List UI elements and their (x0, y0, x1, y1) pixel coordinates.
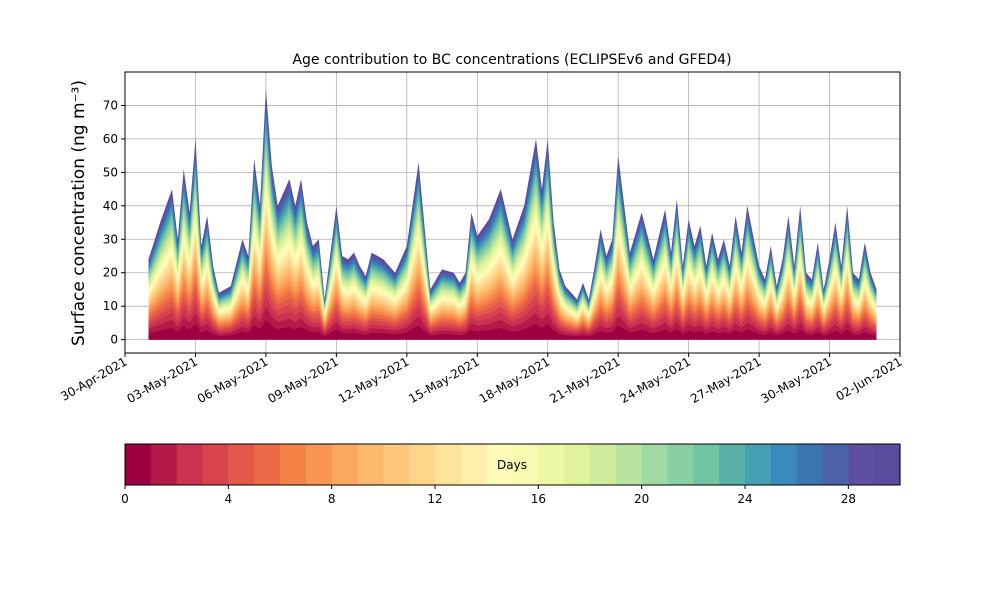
colorbar-tick-label: 20 (634, 492, 649, 506)
x-tick-label: 03-May-2021 (124, 354, 199, 406)
x-tick-label: 30-May-2021 (759, 354, 834, 406)
x-tick-label: 18-May-2021 (477, 354, 552, 406)
colorbar-cell (796, 444, 824, 485)
plot-frame (124, 71, 901, 354)
colorbar-cell (538, 444, 565, 485)
x-tick-label: 24-May-2021 (618, 354, 693, 406)
y-tick-label: 0 (110, 333, 118, 347)
colorbar-cell (228, 444, 255, 485)
colorbar-cell (745, 444, 772, 485)
colorbar-cell (564, 444, 591, 485)
colorbar-cell (280, 444, 307, 485)
colorbar-ticks: 0 4 8 12 16 20 24 28 (121, 485, 856, 506)
y-tick-label: 70 (103, 98, 118, 112)
colorbar-cell (719, 444, 746, 485)
colorbar-cell (486, 444, 514, 485)
colorbar-cell (615, 444, 643, 485)
x-tick-label: 09-May-2021 (265, 354, 340, 406)
colorbar-cell (435, 444, 462, 485)
y-tick-label: 50 (103, 165, 118, 179)
colorbar-cell (848, 444, 875, 485)
colorbar-cell (305, 444, 333, 485)
x-axis-ticks: 30-Apr-202103-May-202106-May-202109-May-… (58, 353, 905, 406)
x-tick-label: 12-May-2021 (336, 354, 411, 406)
y-tick-label: 30 (103, 232, 118, 246)
stacked-age-areas (148, 88, 877, 340)
colorbar-label: Days (497, 458, 527, 472)
colorbar-cell (770, 444, 798, 485)
colorbar-tick-label: 28 (841, 492, 856, 506)
colorbar-cells (125, 444, 901, 485)
colorbar-tick-label: 24 (737, 492, 752, 506)
x-tick-label: 27-May-2021 (688, 354, 763, 406)
colorbar-cell (512, 444, 539, 485)
colorbar-cell (357, 444, 384, 485)
colorbar-cell (331, 444, 359, 485)
y-axis-ticks: 0 10 20 30 40 50 60 70 (103, 98, 125, 347)
y-tick-label: 60 (103, 132, 118, 146)
colorbar-cell (383, 444, 410, 485)
colorbar-cell (641, 444, 669, 485)
colorbar-cell (460, 444, 488, 485)
colorbar: Days 0 4 8 12 16 20 24 28 (121, 443, 901, 506)
x-tick-label: 06-May-2021 (195, 354, 270, 406)
colorbar-tick-label: 8 (328, 492, 336, 506)
colorbar-tick-label: 12 (427, 492, 442, 506)
colorbar-tick-label: 16 (531, 492, 546, 506)
chart-title: Age contribution to BC concentrations (E… (292, 52, 731, 68)
colorbar-cell (176, 444, 204, 485)
colorbar-cell (409, 444, 436, 485)
y-axis-label: Surface concentration (ng m⁻³) (69, 80, 89, 346)
x-tick-label: 21-May-2021 (547, 354, 622, 406)
colorbar-cell (150, 444, 178, 485)
colorbar-cell (590, 444, 617, 485)
colorbar-tick-label: 0 (121, 492, 129, 506)
y-tick-label: 40 (103, 199, 118, 213)
colorbar-cell (202, 444, 229, 485)
colorbar-cell (667, 444, 694, 485)
x-tick-label: 15-May-2021 (406, 354, 481, 406)
colorbar-tick-label: 4 (225, 492, 233, 506)
x-tick-label: 30-Apr-2021 (58, 354, 129, 403)
colorbar-cell (254, 444, 281, 485)
age-layer-0 (148, 320, 877, 340)
x-tick-label: 02-Jun-2021 (834, 354, 905, 403)
y-tick-label: 20 (103, 266, 118, 280)
plot-area: 0 10 20 30 40 50 60 70 30-Apr-202103-May-202106… (58, 71, 905, 406)
colorbar-cell (874, 444, 901, 485)
age-layer-1 (148, 306, 877, 340)
y-tick-label: 10 (103, 299, 118, 313)
colorbar-cell (693, 444, 720, 485)
colorbar-cell (125, 444, 152, 485)
colorbar-cell (822, 444, 849, 485)
colorbar-frame (124, 443, 901, 486)
